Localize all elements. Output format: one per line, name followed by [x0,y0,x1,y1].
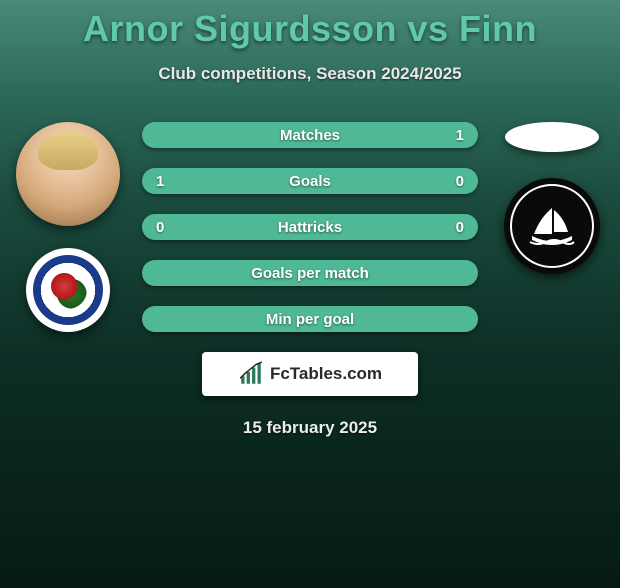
club-crest-left [26,248,110,332]
stat-right-value: 1 [444,127,464,144]
subtitle: Club competitions, Season 2024/2025 [0,64,620,84]
stat-label: Goals [289,173,331,190]
brand-badge: FcTables.com [202,352,418,396]
stat-row: 1 Goals 0 [142,168,478,194]
left-column [8,122,128,332]
club-crest-right [504,178,600,274]
brand-text: FcTables.com [270,364,382,384]
stat-label: Matches [280,127,340,144]
player-avatar-right [505,122,599,152]
stat-row: 0 Hattricks 0 [142,214,478,240]
stat-label: Min per goal [266,311,354,328]
stat-row: Goals per match [142,260,478,286]
stat-row: Min per goal [142,306,478,332]
right-column [492,122,612,274]
page-title: Arnor Sigurdsson vs Finn [0,8,620,50]
chart-icon [238,361,264,387]
stat-right-value: 0 [444,173,464,190]
stat-label: Goals per match [251,265,369,282]
date-label: 15 february 2025 [0,418,620,438]
comparison-panel: Matches 1 1 Goals 0 0 Hattricks 0 Goals … [0,122,620,438]
stat-row: Matches 1 [142,122,478,148]
stat-left-value: 0 [156,219,176,236]
stat-label: Hattricks [278,219,342,236]
stat-right-value: 0 [444,219,464,236]
player-avatar-left [16,122,120,226]
stat-left-value: 1 [156,173,176,190]
stats-bars: Matches 1 1 Goals 0 0 Hattricks 0 Goals … [142,122,478,332]
